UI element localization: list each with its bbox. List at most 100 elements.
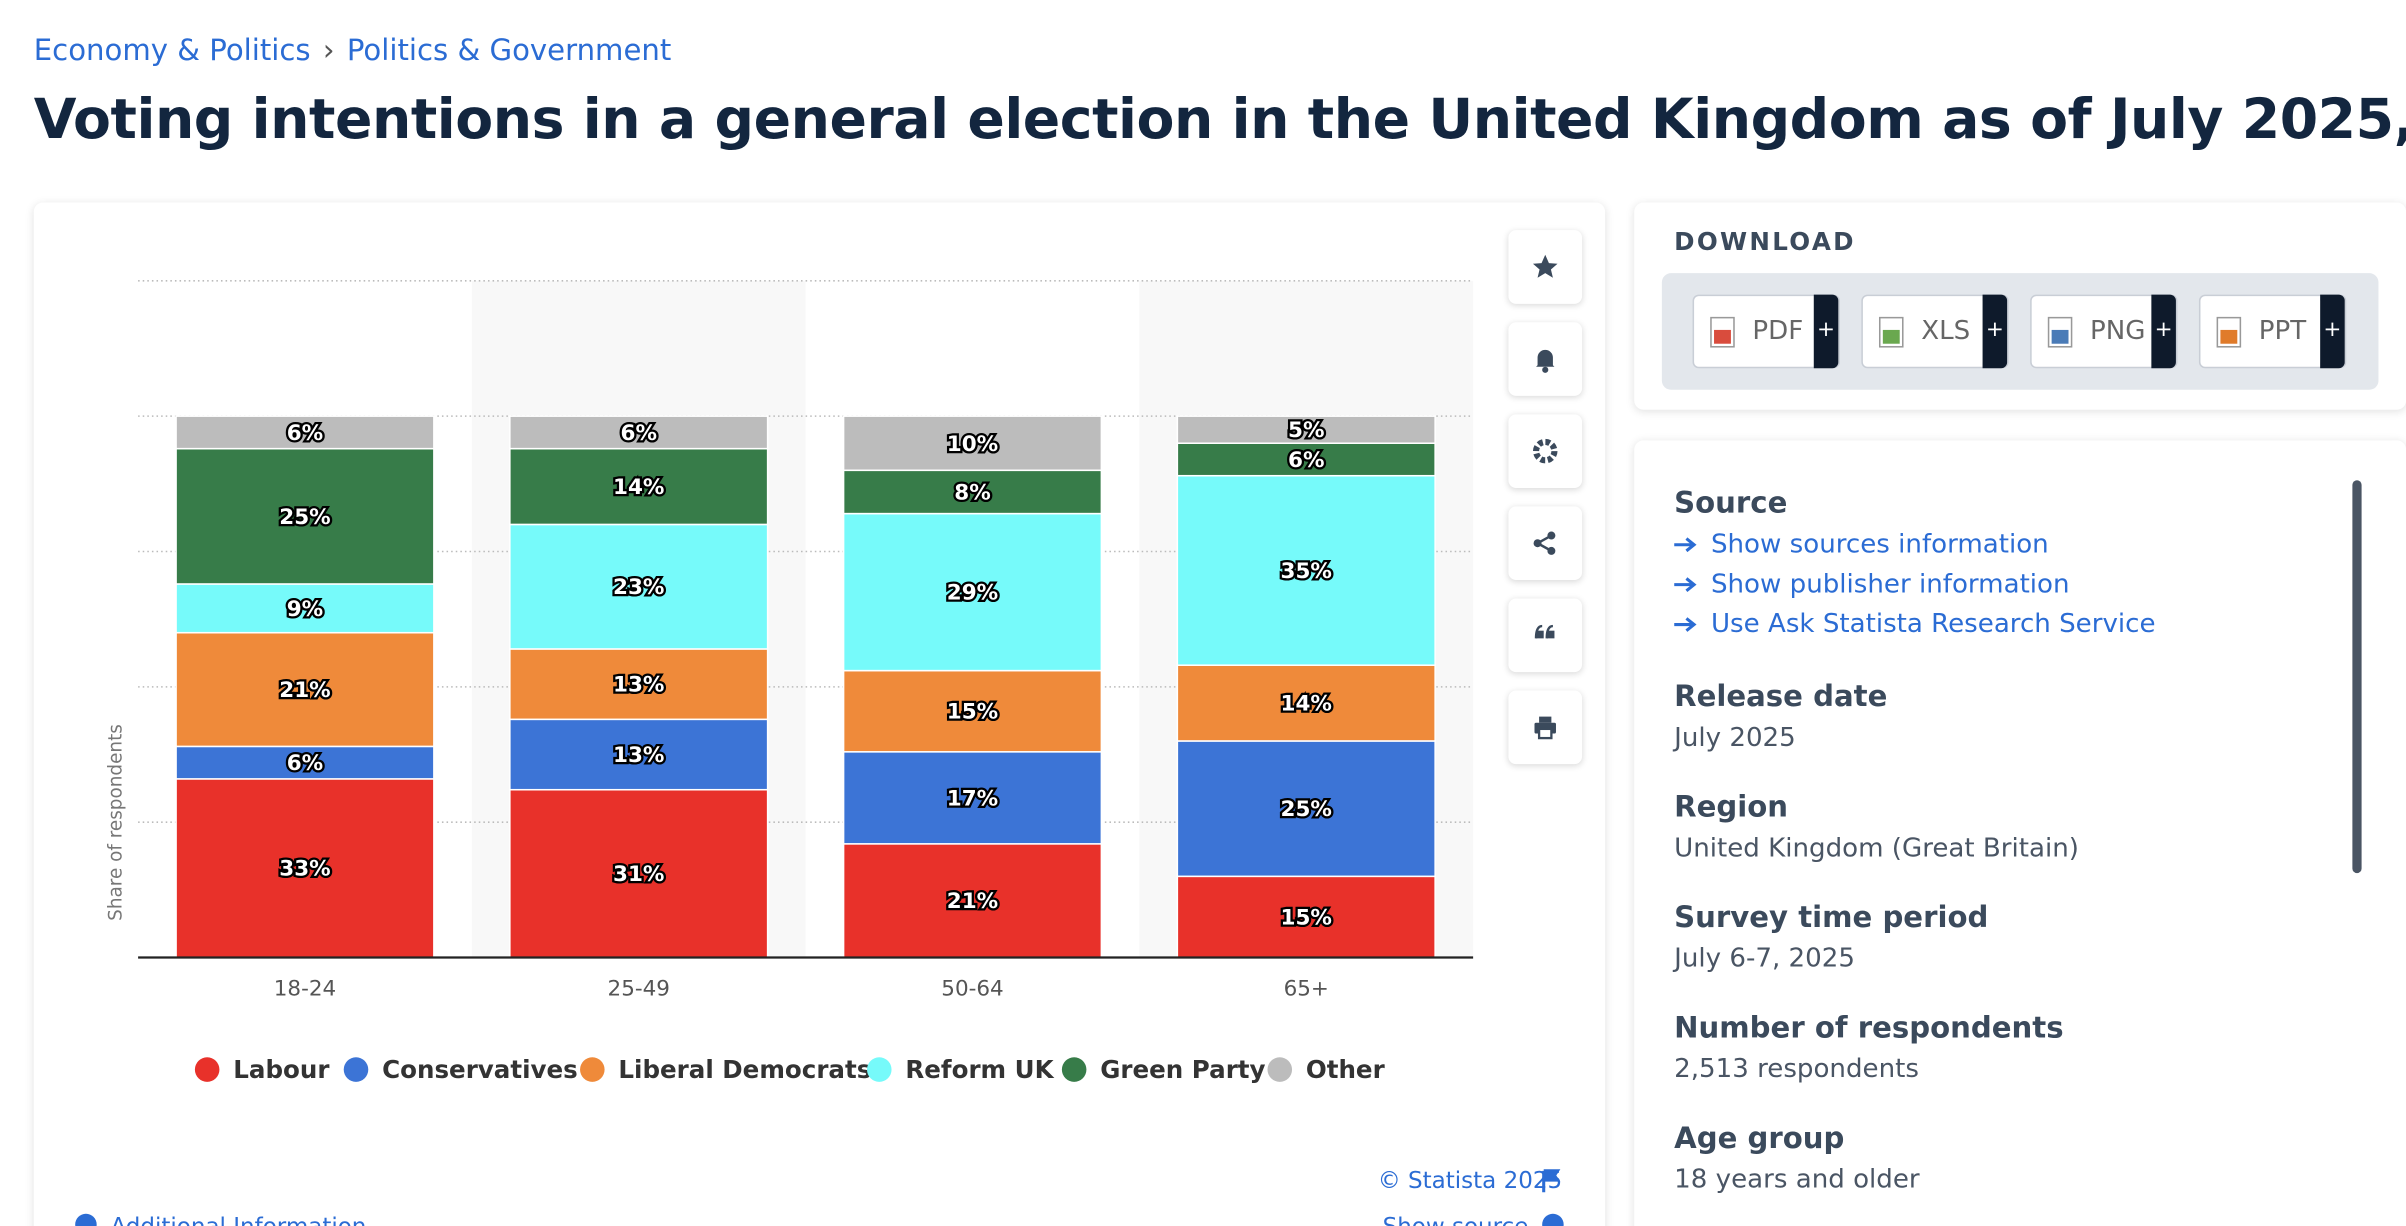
favorite-button[interactable]: [1508, 230, 1583, 304]
file-icon: [1878, 316, 1904, 348]
bar-segment: [1176, 415, 1436, 444]
legend-swatch: [194, 1057, 220, 1082]
detail-value: 18 years and older: [1674, 1164, 1920, 1196]
download-plus: +: [2151, 294, 2176, 369]
detail-value: July 2025: [1674, 722, 1796, 754]
data-label: 6%: [287, 751, 323, 776]
legend-label: Green Party: [1100, 1055, 1265, 1084]
detail-label: Age group: [1674, 1121, 1845, 1156]
detail-section: Release date July 2025: [1674, 680, 1887, 754]
source-link-text[interactable]: Show sources information: [1710, 529, 2049, 561]
bar-segment: [509, 718, 769, 791]
bar-segment: [175, 447, 435, 585]
data-label: 25%: [1281, 797, 1332, 822]
legend-swatch: [343, 1057, 369, 1082]
legend-item[interactable]: Labour: [194, 1055, 330, 1084]
bar-segment: [1176, 875, 1436, 959]
chart-card: Share of respondents © Statista 2025 Add…: [33, 202, 1606, 1226]
source-link-text[interactable]: Show publisher information: [1710, 569, 2070, 600]
arrow-icon: [1674, 577, 1697, 592]
data-label: 6%: [621, 421, 657, 446]
data-label: 31%: [613, 862, 664, 887]
download-button[interactable]: XLS +: [1861, 294, 2009, 369]
data-label: 8%: [954, 480, 990, 505]
data-label: 21%: [279, 678, 330, 703]
detail-section: Number of respondents 2,513 respondents: [1674, 1011, 2063, 1085]
detail-value: 2,513 respondents: [1674, 1054, 1919, 1085]
data-label: 33%: [279, 857, 330, 882]
legend-swatch: [1061, 1057, 1087, 1082]
data-label: 13%: [613, 743, 664, 768]
bar-segment: [1176, 442, 1436, 477]
info-icon: [75, 1213, 97, 1226]
legend-label: Other: [1306, 1055, 1386, 1084]
print-button[interactable]: [1508, 690, 1583, 765]
legend-item[interactable]: Liberal Democrats: [580, 1055, 871, 1084]
source-link[interactable]: Show sources information: [1674, 529, 2155, 560]
cite-button[interactable]: [1508, 598, 1583, 673]
detail-section: Region United Kingdom (Great Britain): [1674, 790, 2079, 864]
settings-button[interactable]: [1508, 414, 1583, 488]
chart: Share of respondents © Statista 2025 Add…: [75, 280, 1564, 1226]
detail-section: Age group 18 years and older: [1674, 1122, 1919, 1196]
file-icon: [2216, 316, 2242, 348]
bar-segment: [175, 415, 435, 450]
data-label: 6%: [1288, 448, 1324, 473]
arrow-icon: [1674, 537, 1697, 553]
data-label: 9%: [287, 597, 323, 622]
legend-label: Liberal Democrats: [618, 1055, 871, 1084]
download-button[interactable]: PDF +: [1692, 294, 1840, 369]
legend-label: Labour: [233, 1055, 330, 1084]
scrollbar[interactable]: [2352, 480, 2362, 874]
breadcrumb: Economy & Politics › Politics & Government: [34, 34, 684, 68]
data-label: 10%: [947, 432, 998, 457]
additional-info-link[interactable]: Additional Information: [110, 1214, 366, 1226]
source-link[interactable]: Show publisher information: [1674, 569, 2155, 600]
source-link-text[interactable]: Use Ask Statista Research Service: [1710, 609, 2156, 640]
data-label: 15%: [1281, 905, 1332, 930]
download-button[interactable]: PPT +: [2198, 294, 2347, 369]
copyright[interactable]: © Statista 2025: [1378, 1168, 1562, 1194]
bar-segment: [509, 415, 769, 450]
legend-item[interactable]: Conservatives: [343, 1055, 578, 1084]
flag-icon[interactable]: [1542, 1169, 1561, 1193]
bar-segment: [842, 669, 1103, 753]
source-heading: Source: [1674, 486, 1788, 521]
bar-segment: [509, 447, 769, 526]
detail-label: Region: [1674, 790, 1789, 825]
download-plus: +: [2320, 294, 2345, 369]
bar-segment: [1176, 474, 1436, 666]
bar-segment: [1176, 740, 1436, 878]
download-button[interactable]: PNG +: [2030, 294, 2178, 369]
detail-value: July 6-7, 2025: [1674, 943, 1855, 975]
legend-swatch: [580, 1057, 605, 1082]
download-card: DOWNLOAD PDF + XLS + PNG + PPT +: [1634, 202, 2406, 410]
legend-swatch: [866, 1057, 892, 1082]
y-axis-label: Share of respondents: [106, 724, 127, 921]
bar-segment: [842, 469, 1103, 515]
breadcrumb-link[interactable]: Politics & Government: [346, 33, 672, 68]
detail-value: United Kingdom (Great Britain): [1674, 833, 2079, 864]
legend-item[interactable]: Reform UK: [866, 1055, 1055, 1084]
breadcrumb-link[interactable]: Economy & Politics: [33, 33, 311, 68]
data-label: 23%: [613, 575, 664, 600]
data-label: 14%: [613, 475, 664, 500]
detail-label: Survey time period: [1674, 900, 1989, 935]
share-button[interactable]: [1508, 506, 1583, 581]
source-link[interactable]: Use Ask Statista Research Service: [1674, 609, 2156, 640]
x-tick-label: 50-64: [941, 977, 1003, 1002]
legend-swatch: [1267, 1057, 1293, 1082]
file-icon: [2047, 316, 2073, 348]
data-label: 25%: [279, 505, 330, 530]
legend-label: Conservatives: [382, 1055, 578, 1084]
bar-segment: [509, 788, 769, 959]
alert-button[interactable]: [1508, 322, 1583, 396]
data-label: 29%: [947, 581, 998, 606]
page-title: Voting intentions in a general election …: [33, 89, 2406, 152]
legend-item[interactable]: Green Party: [1061, 1055, 1266, 1084]
source-icon[interactable]: [1542, 1213, 1564, 1226]
show-source-link[interactable]: Show source: [1383, 1214, 1529, 1226]
data-label: 14%: [1281, 692, 1332, 717]
legend-item[interactable]: Other: [1267, 1055, 1386, 1084]
